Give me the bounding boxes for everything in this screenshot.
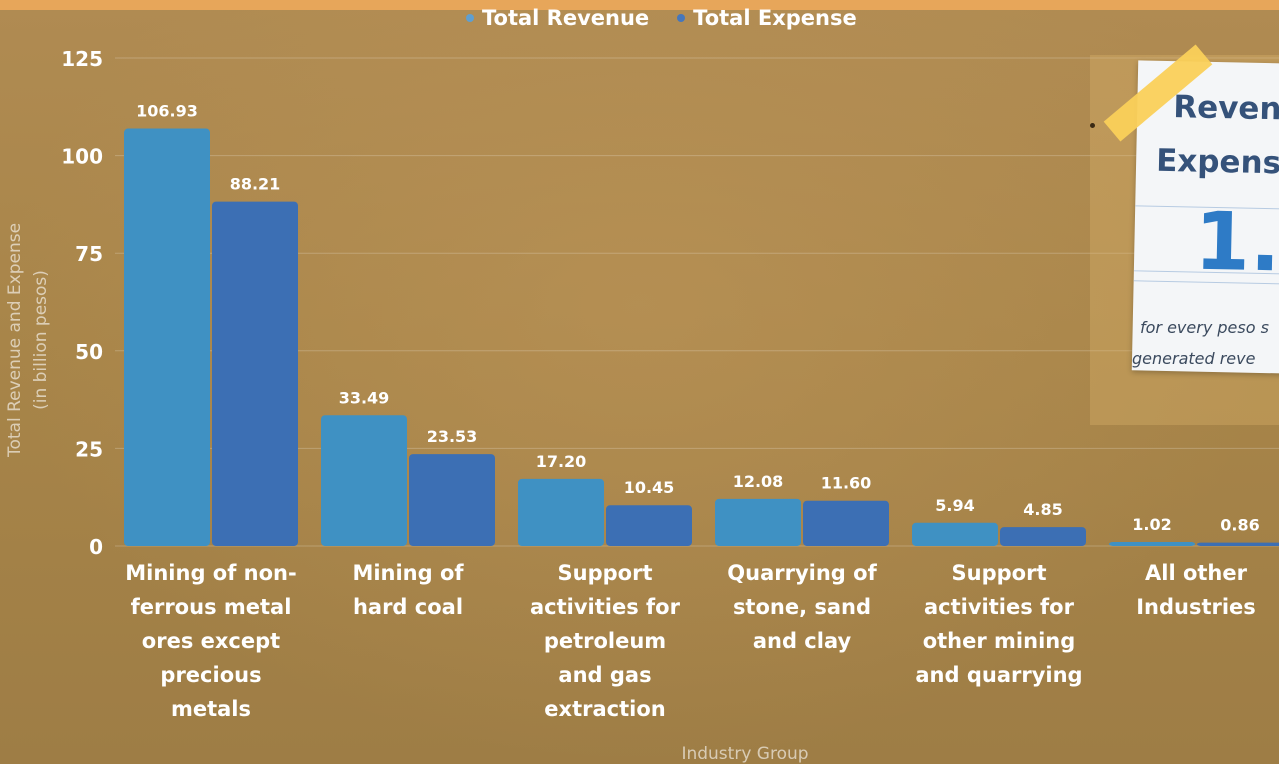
x-category-label: Quarrying of (727, 561, 877, 585)
bar-revenue (124, 128, 210, 546)
x-category-label: Support (558, 561, 653, 585)
x-category-label: ferrous metal (131, 595, 292, 619)
card-ratio-value: 1.2 (1193, 194, 1279, 291)
data-label: 23.53 (427, 427, 478, 446)
x-category-label: metals (171, 697, 251, 721)
y-axis-title-line1: Total Revenue and Expense (5, 223, 25, 458)
x-category-label: hard coal (353, 595, 463, 619)
x-axis-title: Industry Group (681, 744, 808, 764)
data-label: 5.94 (935, 496, 974, 515)
data-label: 4.85 (1023, 500, 1062, 519)
legend-expense-label: Total Expense (693, 6, 857, 30)
data-label: 12.08 (733, 472, 784, 491)
data-label: 17.20 (536, 452, 587, 471)
bar-expense (409, 454, 495, 546)
legend-expense-dot (677, 14, 686, 22)
bar-revenue (1109, 542, 1195, 546)
legend-revenue-label: Total Revenue (482, 6, 650, 30)
card-note-line1: for every peso s (1140, 318, 1269, 337)
card-note-line2: generated reve (1132, 349, 1256, 368)
x-category-label: and gas (558, 663, 651, 687)
x-category-label: petroleum (544, 629, 666, 653)
chart-legend: Total Revenue Total Expense (466, 6, 857, 30)
legend-item-revenue: Total Revenue (466, 6, 649, 30)
y-tick-label: 125 (61, 47, 103, 71)
bar-expense (803, 500, 889, 546)
x-category-label: activities for (924, 595, 1075, 619)
x-category-label: All other (1145, 561, 1248, 585)
bar-expense (212, 201, 298, 546)
x-category-label: Support (952, 561, 1047, 585)
data-label: 0.86 (1220, 516, 1259, 535)
x-category-label: precious (160, 663, 261, 687)
data-label: 106.93 (136, 102, 198, 121)
x-category-label: other mining (923, 629, 1076, 653)
bar-revenue (715, 498, 801, 546)
card-title-line1: Reven (1172, 89, 1279, 128)
bar-revenue (321, 415, 407, 546)
x-category-label: extraction (544, 697, 665, 721)
x-category-label: and clay (753, 629, 852, 653)
bar-revenue (518, 478, 604, 546)
pin-decoration (1090, 123, 1095, 128)
data-label: 1.02 (1132, 515, 1171, 534)
y-tick-label: 50 (75, 340, 103, 364)
x-category-label: Industries (1136, 595, 1256, 619)
x-category-label: activities for (530, 595, 681, 619)
x-category-label: Mining of (352, 561, 464, 585)
bar-expense (606, 505, 692, 546)
card-title-line2: Expens (1155, 142, 1279, 182)
x-category-label: Mining of non- (125, 561, 296, 585)
bar-expense (1197, 542, 1279, 546)
bar-revenue (912, 522, 998, 546)
legend-item-expense: Total Expense (677, 6, 857, 30)
y-axis-title-line2: (in billion pesos) (31, 270, 51, 410)
data-label: 11.60 (821, 474, 872, 493)
y-tick-label: 75 (75, 242, 103, 266)
y-tick-label: 100 (61, 145, 103, 169)
y-tick-label: 0 (89, 535, 103, 559)
x-category-label: ores except (142, 629, 280, 653)
x-category-label: stone, sand (733, 595, 871, 619)
data-label: 10.45 (624, 478, 675, 497)
top-strip (0, 0, 1279, 10)
data-label: 33.49 (339, 388, 390, 407)
x-category-label: and quarrying (915, 663, 1082, 687)
bar-expense (1000, 527, 1086, 546)
legend-revenue-dot (466, 14, 474, 22)
data-label: 88.21 (230, 175, 281, 194)
y-tick-label: 25 (75, 437, 103, 461)
